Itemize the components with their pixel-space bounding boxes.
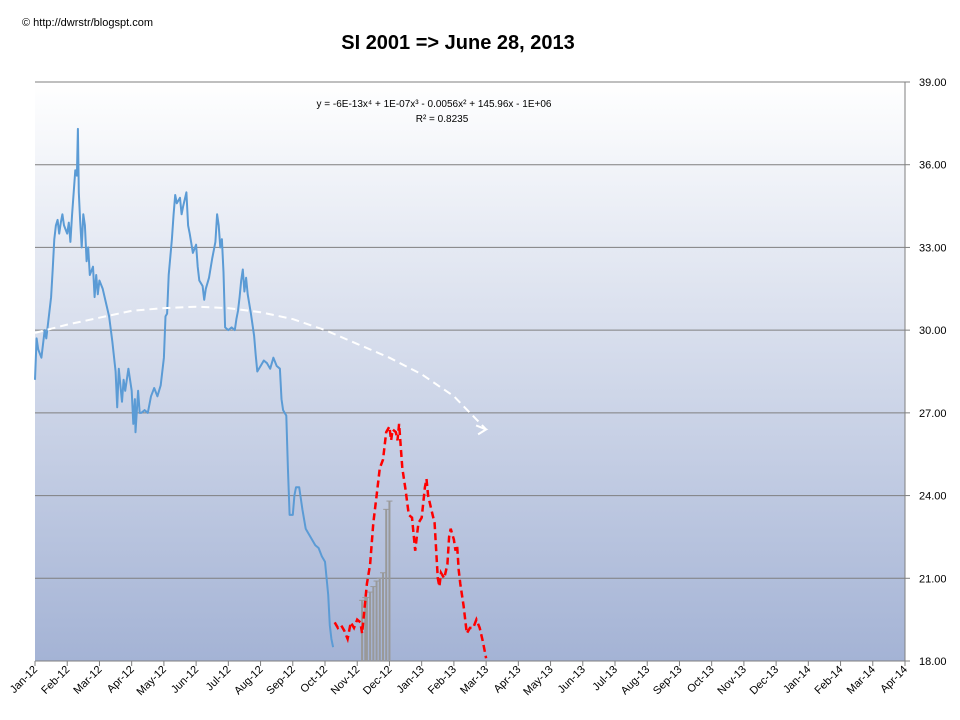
x-tick-label: Aug-13 (619, 664, 653, 698)
x-tick-label: May-13 (521, 664, 555, 698)
credit-text: © http://dwrstr/blogspt.com (22, 17, 153, 29)
chart-title: SI 2001 => June 28, 2013 (341, 32, 575, 54)
x-tick-label: Dec-13 (748, 664, 782, 698)
x-tick-label: Nov-12 (329, 664, 363, 698)
x-tick-label: Jul-13 (590, 664, 620, 694)
x-tick-label: Apr-13 (492, 664, 524, 696)
x-tick-label: Jan-14 (781, 664, 813, 696)
equation-text: y = -6E-13x⁴ + 1E-07x³ - 0.0056x² + 145.… (317, 99, 552, 110)
trendline-arrow-icon (475, 424, 489, 436)
x-tick-label: Aug-12 (232, 664, 266, 698)
y-tick-label: 39.00 (919, 77, 947, 89)
y-tick-label: 33.00 (919, 242, 947, 254)
actual-price-line (34, 127, 335, 648)
x-tick-label: Jan-13 (395, 664, 427, 696)
x-tick-label: Oct-13 (685, 664, 717, 696)
x-tick-label: Sep-13 (651, 664, 685, 698)
x-tick-label: Mar-12 (71, 664, 104, 697)
x-tick-label: Apr-12 (105, 664, 137, 696)
x-tick-label: Nov-13 (715, 664, 749, 698)
y-tick-label: 27.00 (919, 408, 947, 420)
x-tick-label: Jun-12 (169, 664, 201, 696)
x-tick-label: Mar-13 (458, 664, 491, 697)
x-tick-label: Feb-14 (813, 664, 846, 697)
y-tick-label: 36.00 (919, 160, 947, 172)
y-tick-label: 30.00 (919, 325, 947, 337)
x-tick-label: Feb-13 (426, 664, 459, 697)
y-tick-label: 21.00 (919, 573, 947, 585)
plot-area (35, 82, 905, 661)
x-tick-label: Jun-13 (556, 664, 588, 696)
trendline (34, 305, 487, 431)
y-tick-label: 18.00 (919, 656, 947, 668)
y-tick-label: 24.00 (919, 491, 947, 503)
x-tick-label: Jan-12 (8, 664, 40, 696)
trendline-equation: y = -6E-13x⁴ + 1E-07x³ - 0.0056x² + 145.… (317, 99, 552, 125)
x-tick-label: Mar-14 (845, 664, 878, 697)
x-tick-label: Sep-12 (264, 664, 298, 698)
x-tick-label: May-12 (135, 664, 169, 698)
x-tick-label: Oct-12 (298, 664, 330, 696)
r-squared-text: R² = 0.8235 (416, 114, 469, 125)
forecast-line (333, 422, 488, 659)
x-tick-label: Jul-12 (204, 664, 234, 694)
x-tick-label: Feb-12 (39, 664, 72, 697)
x-tick-label: Dec-12 (361, 664, 395, 698)
x-tick-label: Apr-14 (878, 664, 910, 696)
